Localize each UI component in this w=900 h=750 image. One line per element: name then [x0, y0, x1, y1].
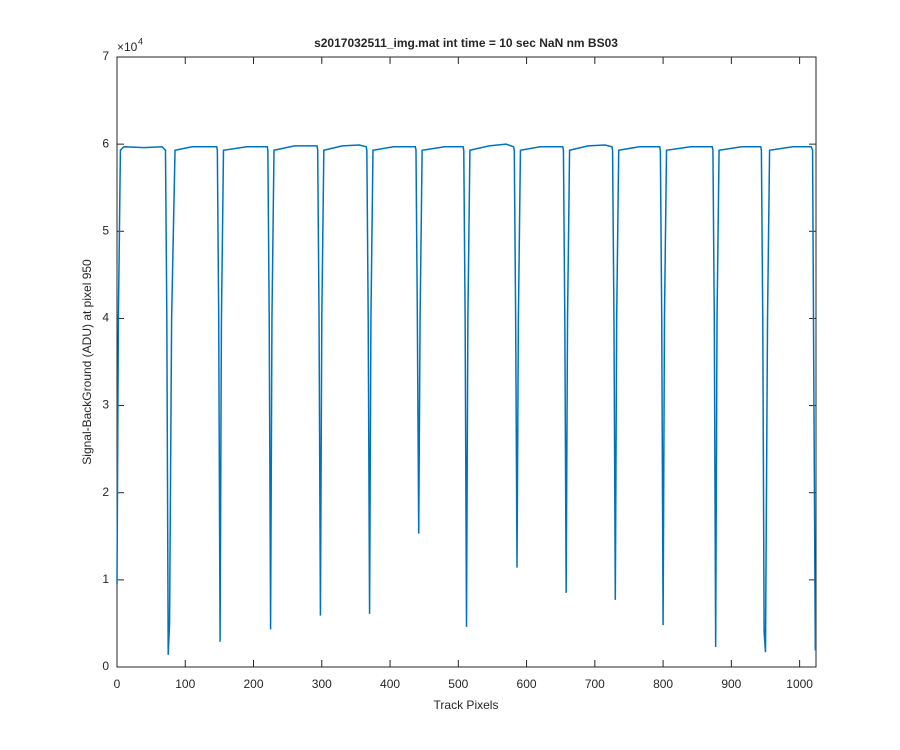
x-tick-label: 600 — [517, 677, 537, 691]
y-multiplier: ×10 — [117, 40, 138, 54]
x-tick-label: 700 — [585, 677, 605, 691]
y-multiplier-exponent: 4 — [138, 36, 143, 46]
x-tick-label: 0 — [114, 677, 121, 691]
y-axis-label: Signal-BackGround (ADU) at pixel 950 — [80, 259, 94, 465]
x-tick-label: 500 — [448, 677, 468, 691]
y-tick-label: 4 — [102, 311, 109, 325]
x-tick-label: 200 — [244, 677, 264, 691]
y-tick-label: 2 — [102, 485, 109, 499]
x-tick-label: 1000 — [786, 677, 813, 691]
y-tick-label: 6 — [102, 136, 109, 150]
axes-box — [116, 56, 817, 668]
y-tick-label: 3 — [102, 398, 109, 412]
data-line — [116, 143, 817, 655]
chart-title: s2017032511_img.mat int time = 10 sec Na… — [314, 36, 618, 50]
y-tick-label: 5 — [102, 223, 109, 237]
x-tick-label: 300 — [312, 677, 332, 691]
y-tick-label: 7 — [102, 49, 109, 63]
y-tick-label: 1 — [102, 572, 109, 586]
x-axis-label: Track Pixels — [434, 698, 499, 712]
y-tick-label: 0 — [102, 659, 109, 673]
x-tick-label: 800 — [653, 677, 673, 691]
x-tick-label: 400 — [380, 677, 400, 691]
x-tick-label: 100 — [175, 677, 195, 691]
x-tick-label: 900 — [721, 677, 741, 691]
